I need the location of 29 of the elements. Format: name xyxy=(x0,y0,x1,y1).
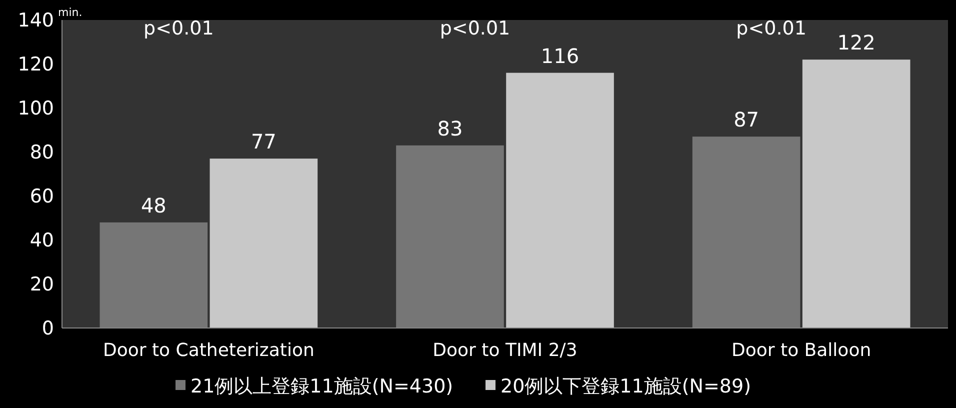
annotation: p<0.01 xyxy=(144,18,214,40)
data-label: 83 xyxy=(437,116,463,140)
legend-label: 21例以上登録11施設(N=430) xyxy=(190,376,454,398)
y-tick-label: 60 xyxy=(30,186,54,208)
y-axis-title: min. xyxy=(58,6,82,19)
data-label: 48 xyxy=(140,193,166,218)
y-tick-label: 140 xyxy=(18,10,54,32)
legend-label: 20例以下登録11施設(N=89) xyxy=(500,376,751,398)
data-label: 87 xyxy=(734,108,760,132)
bar xyxy=(506,72,614,328)
data-label: 77 xyxy=(250,130,276,154)
bar xyxy=(210,158,318,328)
y-tick-label: 120 xyxy=(18,54,54,76)
bar xyxy=(396,145,504,328)
y-tick-label: 100 xyxy=(18,98,54,120)
bar xyxy=(100,222,208,328)
bar xyxy=(802,60,910,328)
y-tick-label: 0 xyxy=(42,318,54,340)
y-tick-label: 20 xyxy=(30,274,54,296)
y-tick-label: 80 xyxy=(30,142,54,164)
y-tick-label: 40 xyxy=(30,230,54,252)
annotation: p<0.01 xyxy=(736,18,806,40)
bar xyxy=(692,136,800,328)
x-tick-label: Door to Balloon xyxy=(732,340,872,361)
data-label: 122 xyxy=(837,30,876,55)
data-label: 116 xyxy=(540,44,580,68)
x-tick-label: Door to Catheterization xyxy=(102,340,314,361)
annotation: p<0.01 xyxy=(440,18,510,40)
x-tick-label: Door to TIMI 2/3 xyxy=(432,340,578,361)
